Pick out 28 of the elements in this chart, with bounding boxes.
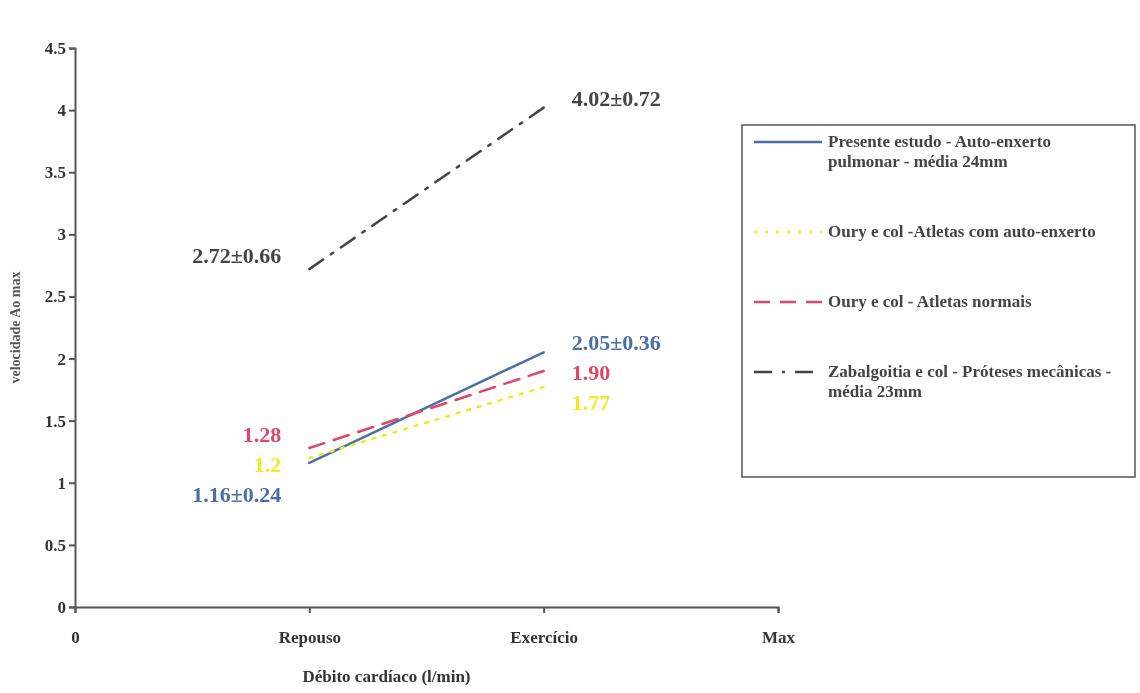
x-tick-label: Max <box>761 628 796 648</box>
data-label: 4.02±0.72 <box>571 85 661 111</box>
x-tick-label: 0 <box>71 628 80 648</box>
y-tick-label: 4.5 <box>44 38 66 58</box>
x-axis-title: Débito cardíaco (l/min) <box>302 667 471 686</box>
y-tick-label: 4 <box>57 101 67 121</box>
data-label: 1.2 <box>253 452 282 477</box>
legend-label: Oury e col - Atletas normais <box>828 292 1032 311</box>
x-tick-label: Repouso <box>278 628 342 648</box>
x-tick-label: Exercício <box>510 628 578 648</box>
y-tick-label: 0.5 <box>44 535 66 555</box>
y-tick-label: 2.5 <box>44 287 66 307</box>
data-label: 2.05±0.36 <box>571 330 661 356</box>
data-label: 1.77 <box>571 390 611 416</box>
data-label: 2.72±0.66 <box>192 243 282 269</box>
y-tick-label: 0 <box>57 597 66 617</box>
y-tick-label: 3.5 <box>44 163 66 183</box>
y-tick-label: 1.5 <box>44 411 66 431</box>
data-label: 1.90 <box>571 360 611 386</box>
legend-label: Oury e col -Atletas com auto-enxerto <box>828 222 1096 241</box>
y-tick-label: 2 <box>57 349 66 369</box>
data-label: 1.16±0.24 <box>192 482 282 507</box>
y-axis-title: velocidade Ao max <box>8 271 23 384</box>
y-tick-label: 1 <box>57 473 66 493</box>
data-label: 1.28 <box>242 422 282 447</box>
y-tick-label: 3 <box>57 225 66 245</box>
legend-label: Presente estudo - Auto-enxerto pulmonar - média 24mm <box>828 132 1052 171</box>
legend-label: Zabalgoitia e col - Próteses mecânicas - média 23mm <box>828 362 1112 401</box>
